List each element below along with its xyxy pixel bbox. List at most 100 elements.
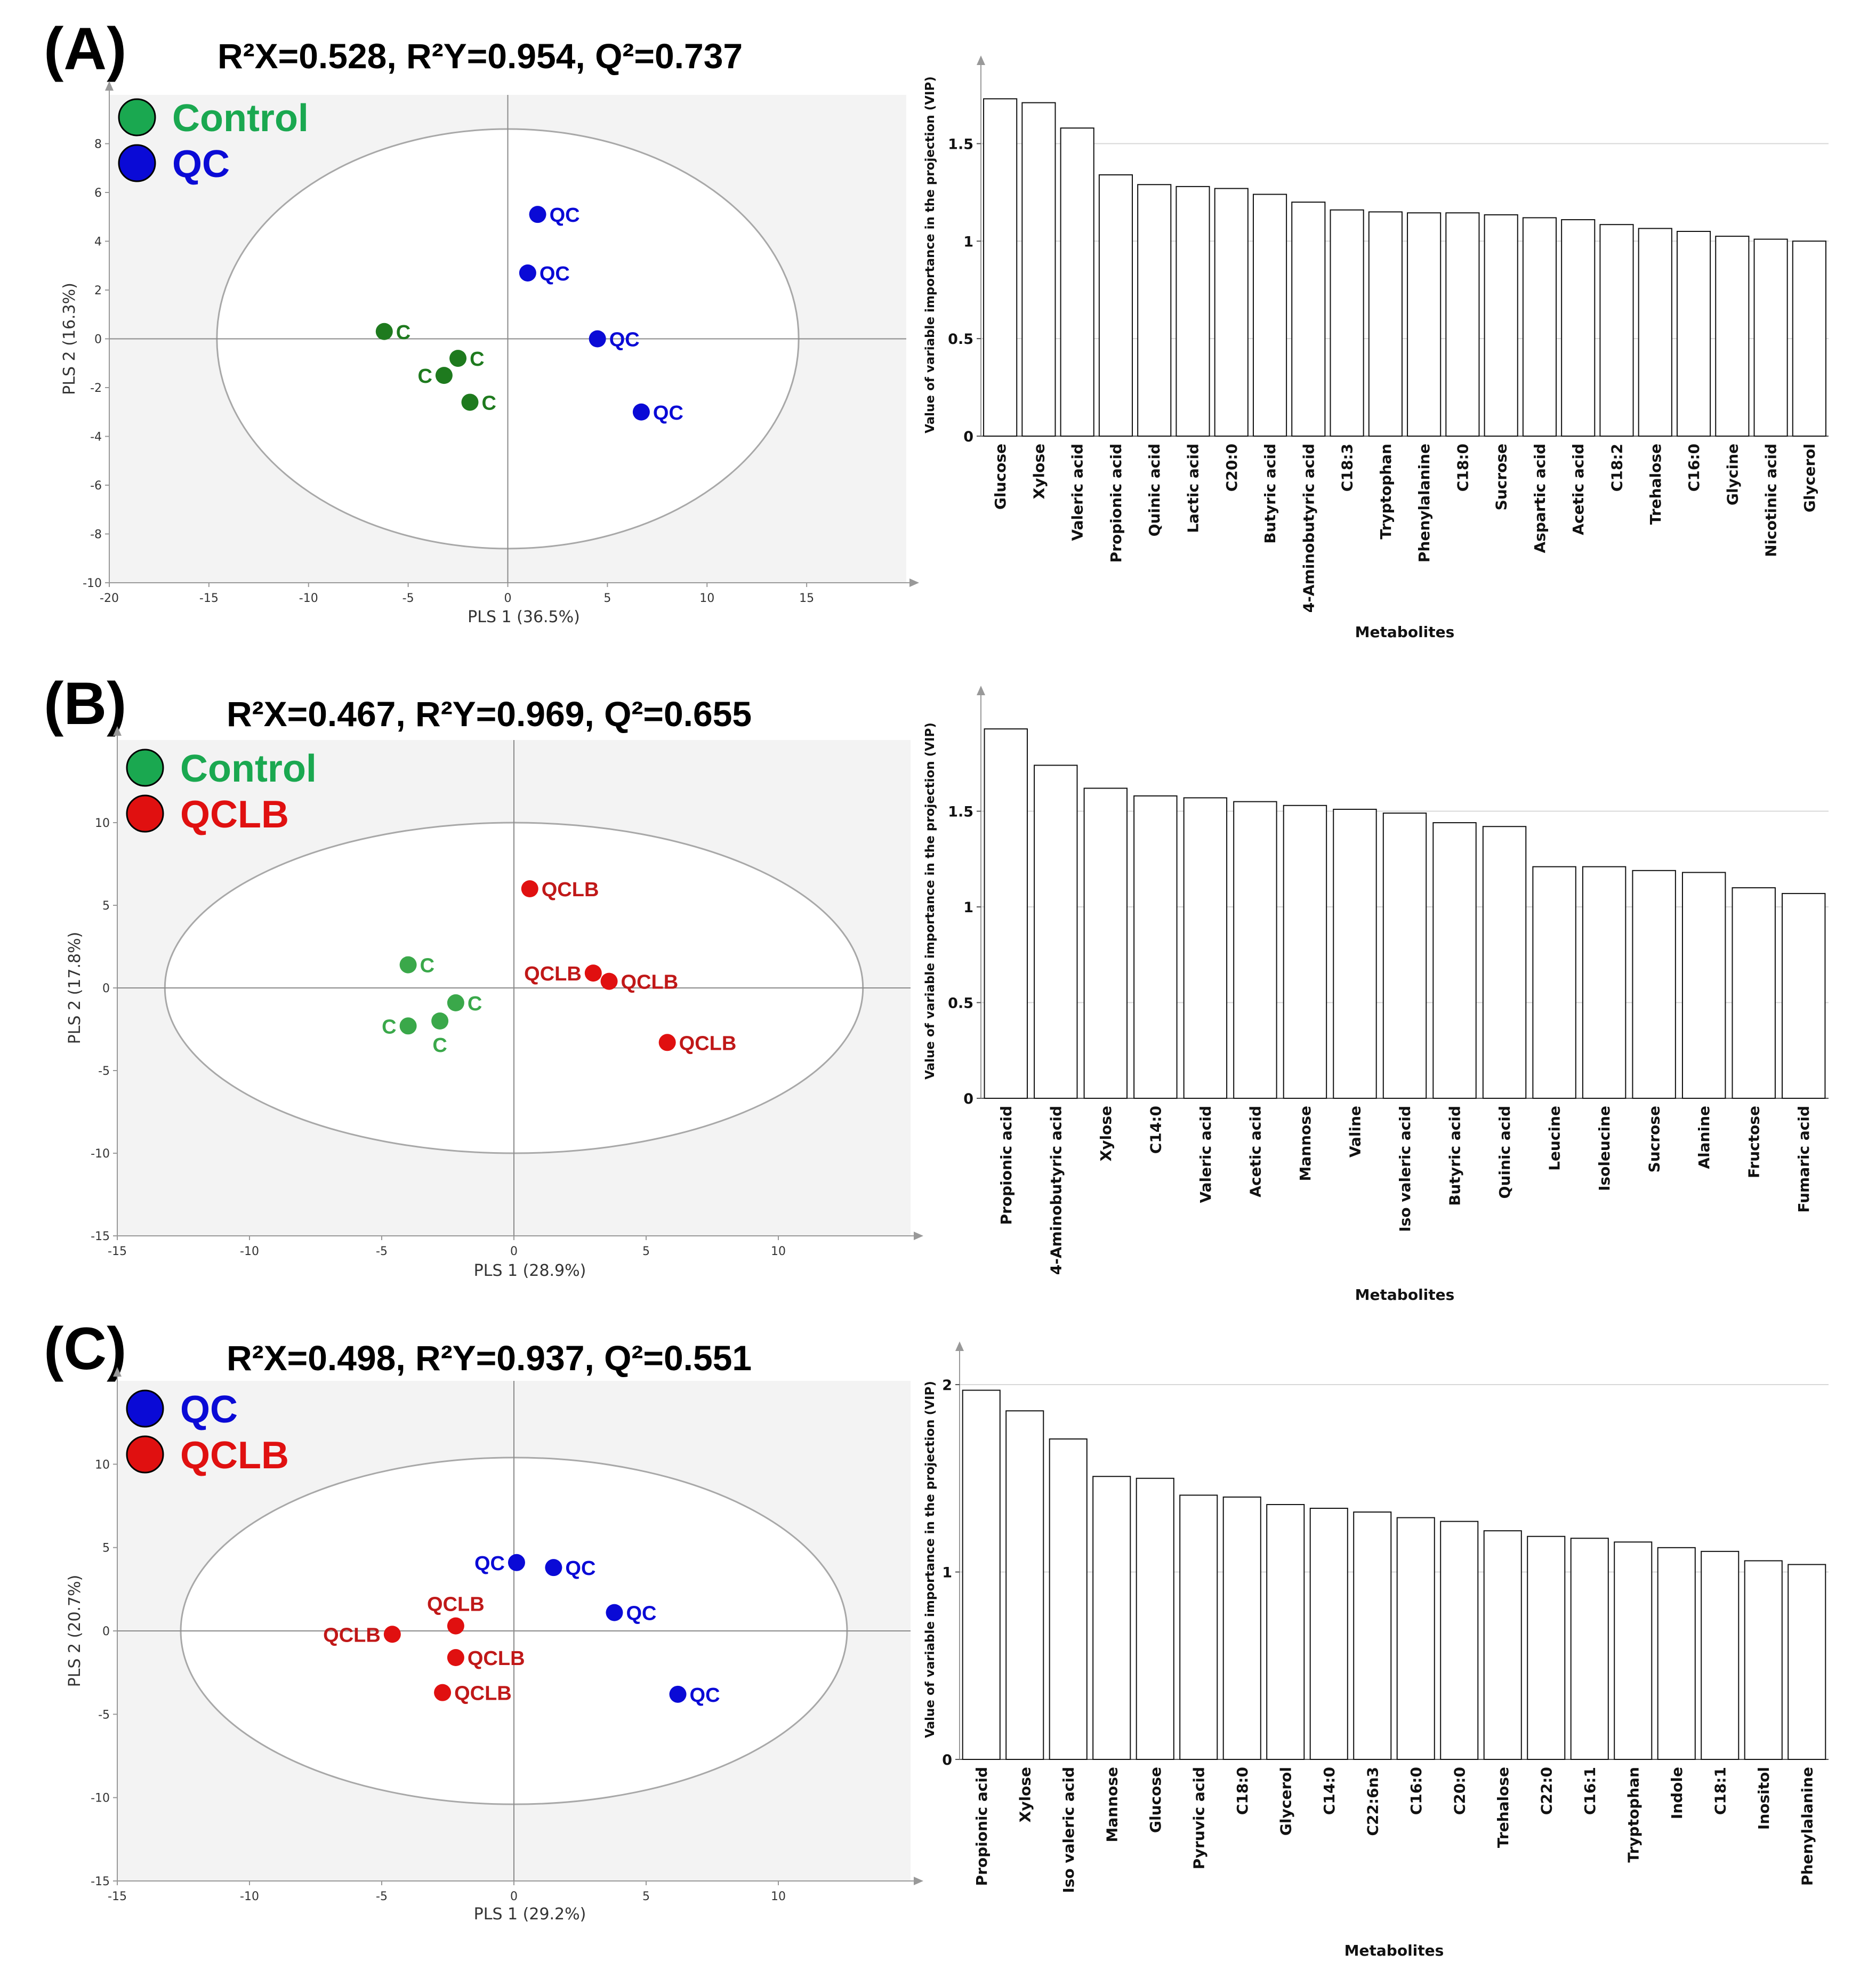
vip-y-tick-label: 1.5 (948, 136, 973, 152)
y-tick-label: -10 (91, 1147, 110, 1161)
x-axis-arrow (914, 1877, 923, 1885)
vip-category-label: Valeric acid (1197, 1106, 1214, 1203)
score-point (600, 972, 618, 990)
vip-category-label: Isoleucine (1596, 1106, 1613, 1191)
legend-label: Control (180, 747, 317, 790)
vip-bar (1527, 1535, 1566, 1760)
x-tick-label: -20 (100, 592, 119, 605)
vip-bar (1353, 1511, 1392, 1760)
vip-bar (1561, 219, 1596, 437)
vip-bar (1021, 102, 1056, 437)
score-point (632, 403, 650, 421)
vip-bar (1005, 1410, 1044, 1760)
score-point-label: QCLB (542, 879, 599, 901)
y-axis-label: PLS 2 (20.7%) (66, 1575, 84, 1687)
y-axis-label: PLS 2 (17.8%) (66, 932, 84, 1044)
x-tick-label: -15 (199, 592, 219, 605)
vip-bar (1098, 174, 1133, 437)
y-tick-label: 2 (94, 284, 102, 297)
vip-bar (1222, 1496, 1261, 1760)
vip-category-label: Leucine (1546, 1106, 1564, 1171)
vip-bar (1432, 822, 1477, 1099)
vip-bar (1183, 797, 1228, 1099)
vip-category-label: Glucose (992, 444, 1009, 510)
vip-bar (1715, 236, 1750, 437)
score-point (606, 1604, 623, 1621)
vip-bar (1136, 1477, 1174, 1760)
vip-category-label: Propionic acid (973, 1767, 991, 1886)
y-tick-label: 0 (94, 333, 102, 347)
vip-bar (1137, 184, 1172, 437)
y-tick-label: -2 (90, 382, 102, 395)
vip-category-label: Xylose (1030, 444, 1048, 499)
y-tick-label: 6 (94, 187, 102, 200)
legend-label: QC (180, 1388, 238, 1431)
y-tick-label: -10 (83, 577, 102, 590)
x-tick-label: -10 (240, 1245, 259, 1258)
vip-category-label: Aspartic acid (1531, 444, 1549, 553)
vip-category-label: C22:6n3 (1364, 1767, 1381, 1836)
score-point-label: QC (540, 263, 570, 285)
x-axis-label: PLS 1 (28.9%) (474, 1261, 586, 1280)
vip-x-axis-label: Metabolites (1355, 1286, 1455, 1304)
vip-y-axis-label: Value of variable importance in the proj… (923, 76, 937, 433)
score-point (399, 956, 417, 974)
score-point (431, 1012, 449, 1030)
score-point (435, 367, 453, 384)
y-tick-label: 0 (102, 1625, 110, 1638)
score-point-label: C (470, 348, 484, 371)
vip-bar (1744, 1560, 1783, 1760)
score-point-label: C (468, 993, 482, 1015)
y-tick-label: 8 (94, 138, 102, 151)
y-tick-label: -15 (91, 1875, 110, 1888)
vip-category-label: Glucose (1147, 1767, 1164, 1833)
x-tick-label: -5 (402, 592, 414, 605)
score-point-label: C (432, 1034, 447, 1057)
panel-c-vip-chart: 0 1 2 Propionic acid Xylose Iso valeric acid M… (923, 1341, 1829, 1959)
vip-y-axis-label: Value of variable importance in the proj… (923, 1381, 937, 1738)
vip-bar (1283, 805, 1327, 1099)
vip-category-label: Tryptophan (1377, 444, 1395, 540)
score-point-label: QC (550, 204, 580, 227)
vip-category-label: Lactic acid (1185, 444, 1202, 533)
score-point (434, 1684, 452, 1701)
vip-bar (1266, 1503, 1305, 1760)
vip-bar (984, 728, 1028, 1099)
vip-bar (1309, 1508, 1348, 1760)
vip-bar (1445, 212, 1480, 437)
x-axis-label: PLS 1 (29.2%) (474, 1905, 586, 1924)
panel-c-score-plot: -15 -10 -5 0 5 10 -15 -10 -5 0 5 10 PLS 1 (29.2%) PLS… (66, 1367, 923, 1924)
y-axis-label: PLS 2 (16.3%) (60, 283, 79, 395)
vip-category-label: C16:0 (1407, 1767, 1425, 1815)
x-tick-label: 15 (799, 592, 814, 605)
vip-category-label: Trehalose (1647, 444, 1664, 525)
vip-bar (1083, 787, 1128, 1099)
score-point (669, 1685, 687, 1703)
vip-bar (1179, 1494, 1218, 1760)
vip-bar (1599, 224, 1634, 437)
vip-y-tick-label: 1.5 (948, 804, 973, 821)
vip-y-tick-label: 1 (963, 234, 973, 250)
score-point-label: QCLB (468, 1647, 525, 1670)
score-point (658, 1034, 676, 1051)
vip-category-label: Nicotinic acid (1762, 444, 1780, 557)
vip-bar (1732, 887, 1776, 1099)
vip-bar (1060, 127, 1094, 437)
y-axis-arrow (105, 81, 114, 91)
score-point (545, 1559, 562, 1577)
vip-category-label: Xylose (1097, 1106, 1115, 1161)
vip-y-tick-label: 1 (963, 899, 973, 916)
y-tick-label: -5 (98, 1708, 110, 1722)
score-point-label: QCLB (427, 1594, 485, 1616)
legend-label: QC (172, 143, 230, 186)
vip-category-label: C18:3 (1339, 444, 1356, 492)
panel-letter-b: (B) (44, 670, 126, 737)
vip-y-tick-label: 0.5 (948, 995, 973, 1012)
x-tick-label: 0 (510, 1245, 518, 1258)
x-tick-label: 5 (642, 1245, 650, 1258)
score-point-label: QCLB (621, 971, 679, 994)
vip-bar (1482, 826, 1527, 1099)
vip-y-axis-arrow (955, 1341, 964, 1351)
vip-bar (1252, 194, 1287, 437)
